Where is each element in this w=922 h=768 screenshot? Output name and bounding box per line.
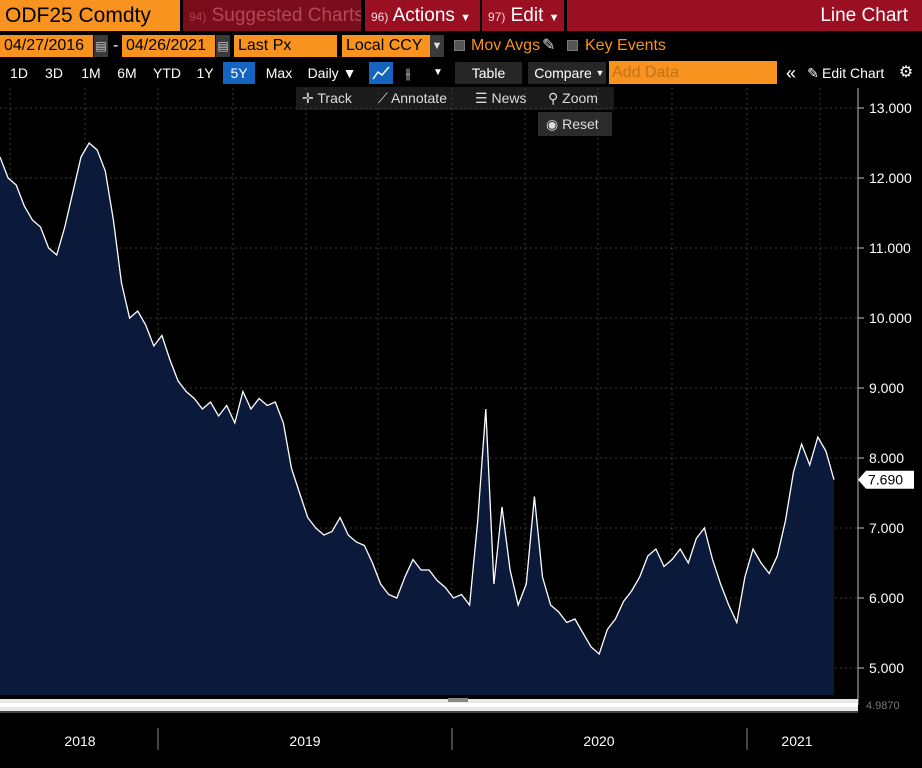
chevron-down-icon: ▼ [460, 12, 472, 24]
reset-label: Reset [562, 116, 599, 132]
y-tick-label: 5.000 [869, 660, 904, 676]
suggested-charts-button[interactable]: 94) Suggested Charts [183, 0, 361, 31]
annotate-tool[interactable]: ⟋ Annotate [378, 88, 447, 109]
price-series-line [0, 141, 835, 656]
x-tick-label: 2018 [64, 733, 95, 749]
calendar-icon[interactable]: ▤ [216, 35, 230, 57]
y-tick-label: 12.000 [869, 170, 912, 186]
chevron-down-icon[interactable]: ▼ [433, 67, 443, 78]
period-1d[interactable]: 1D [10, 65, 28, 81]
calendar-icon[interactable]: ▤ [94, 35, 108, 57]
x-tick-label: 2019 [289, 733, 320, 749]
key-events-checkbox[interactable] [567, 40, 578, 51]
period-6m[interactable]: 6M [117, 65, 137, 81]
edit-number: 97) [488, 10, 506, 24]
edit-chart-button[interactable]: Edit Chart [822, 65, 885, 81]
y-tick-label: 11.000 [869, 240, 911, 256]
y-axis-panel [858, 88, 922, 708]
reset-button[interactable]: ◉ Reset [538, 112, 612, 136]
x-tick-label: 2021 [781, 733, 812, 749]
annotate-icon: ⟋ [378, 90, 388, 106]
zoom-tool[interactable]: ⚲ Zoom [548, 88, 598, 109]
period-max[interactable]: Max [265, 65, 293, 81]
key-events-label[interactable]: Key Events [585, 37, 666, 54]
y-tick-label: 7.000 [869, 520, 904, 536]
mov-avgs-label[interactable]: Mov Avgs [471, 37, 541, 54]
collapse-left-icon[interactable]: « [785, 63, 796, 83]
y-tick-label: 10.000 [869, 310, 912, 326]
actions-button[interactable]: 96) Actions ▼ [365, 0, 480, 31]
currency-select[interactable]: Local CCY [342, 35, 430, 57]
price-field-select[interactable]: Last Px [234, 35, 337, 57]
chart-type-title: Line Chart [820, 5, 908, 26]
y-tick-label: 6.000 [869, 590, 904, 606]
y-tick-label: 13.000 [869, 100, 912, 116]
end-date-field[interactable]: 04/26/2021 [122, 35, 215, 57]
track-label: Track [317, 90, 352, 106]
pencil-icon[interactable]: ✎ [542, 37, 556, 54]
gear-icon[interactable]: ⚙ [898, 64, 914, 81]
track-tool[interactable]: ✛ Track [302, 88, 352, 109]
scrollbar-grip [448, 698, 468, 702]
suggested-charts-number: 94) [189, 10, 207, 24]
chart-tools-bar [296, 87, 614, 110]
mov-avgs-checkbox[interactable] [454, 40, 465, 51]
add-data-input[interactable]: Add Data [609, 61, 777, 84]
y-tick-label: 9.000 [869, 380, 904, 396]
annotate-label: Annotate [390, 90, 447, 106]
period-5y[interactable]: 5Y [223, 62, 255, 84]
news-tool[interactable]: ☰ News [475, 88, 526, 109]
y-tick-label: 8.000 [869, 450, 904, 466]
x-tick-label: 2020 [583, 733, 614, 749]
pencil-icon: ✎ [807, 65, 819, 81]
period-1m[interactable]: 1M [81, 65, 101, 81]
period-3d[interactable]: 3D [45, 65, 63, 81]
actions-label: Actions [392, 5, 455, 26]
period-ytd[interactable]: YTD [153, 65, 181, 81]
period-1y[interactable]: 1Y [196, 65, 214, 81]
crosshair-icon: ✛ [302, 90, 314, 106]
suggested-charts-label: Suggested Charts [211, 5, 361, 26]
axis-clip-label: 4.9870 [866, 700, 900, 712]
line-chart-icon[interactable] [369, 62, 393, 84]
reset-icon: ◉ [546, 116, 559, 132]
scrollbar-thumb [0, 703, 858, 707]
news-label: News [491, 90, 527, 106]
news-icon: ☰ [475, 90, 488, 106]
time-scrollbar [0, 699, 858, 711]
zoom-icon: ⚲ [548, 90, 559, 106]
title-bar [567, 0, 922, 31]
compare-button-bg [528, 62, 606, 84]
compare-button[interactable]: Compare [534, 65, 592, 81]
area-fill [0, 143, 834, 695]
chevron-down-icon[interactable]: ▼ [595, 68, 605, 78]
bar-style-icon[interactable]: ⫲ [405, 65, 411, 81]
last-price-tag [858, 470, 914, 489]
zoom-label: Zoom [562, 90, 598, 106]
x-axis-panel [0, 712, 922, 768]
last-price-label: 7.690 [868, 472, 903, 488]
table-button[interactable]: Table [471, 65, 506, 81]
edit-label: Edit [510, 5, 544, 26]
ticker-field[interactable]: ODF25 Comdty [0, 0, 180, 31]
start-date-field[interactable]: 04/27/2016 [0, 35, 93, 57]
actions-number: 96) [371, 10, 389, 24]
table-button-bg [455, 62, 522, 84]
date-separator: - [113, 37, 119, 54]
chevron-down-icon: ▼ [548, 12, 560, 24]
chevron-down-icon[interactable]: ▼ [430, 35, 444, 57]
frequency-select[interactable]: Daily ▼ [307, 65, 357, 81]
edit-button[interactable]: 97) Edit ▼ [482, 0, 564, 31]
